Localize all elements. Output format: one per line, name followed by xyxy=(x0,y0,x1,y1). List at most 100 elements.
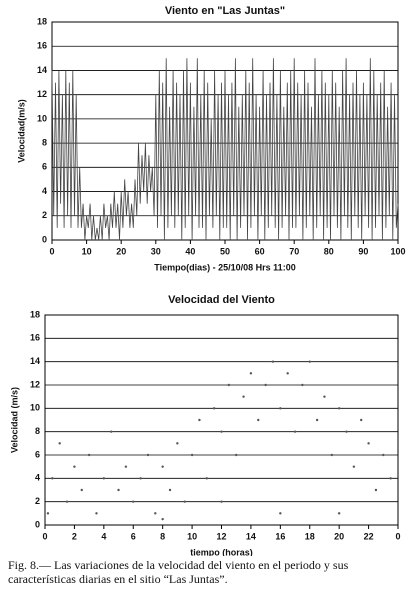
scatter-point xyxy=(235,453,238,457)
scatter-point xyxy=(337,512,341,515)
x-tick-label: 50 xyxy=(220,246,230,256)
y-tick-label: 0 xyxy=(42,234,47,244)
x-tick-label: 12 xyxy=(216,531,226,541)
scatter-point xyxy=(249,372,253,375)
scatter-point xyxy=(139,477,142,480)
scatter-point xyxy=(308,360,311,363)
scatter-point xyxy=(315,418,319,422)
y-tick-label: 8 xyxy=(42,137,47,147)
y-tick-label: 2 xyxy=(35,496,40,506)
x-tick-label: 16 xyxy=(275,531,285,541)
x-tick-label: 20 xyxy=(116,246,126,256)
scatter-point xyxy=(345,430,348,433)
scatter-point xyxy=(323,395,326,398)
x-tick-label: 6 xyxy=(131,531,136,541)
scatter-point xyxy=(154,512,157,515)
x-tick-label: 70 xyxy=(289,246,299,256)
x-tick-label: 0 xyxy=(395,531,400,541)
x-tick-label: 4 xyxy=(101,531,106,541)
y-tick-label: 6 xyxy=(35,449,40,459)
scatter-point xyxy=(58,442,61,445)
x-tick-label: 0 xyxy=(49,246,54,256)
x-tick-label: 0 xyxy=(42,531,47,541)
y-tick-label: 4 xyxy=(42,186,47,196)
scatter-point xyxy=(279,512,282,515)
scatter-point xyxy=(374,488,378,492)
y-tick-label: 12 xyxy=(30,379,40,389)
scatter-point xyxy=(286,372,289,375)
x-tick-label: 8 xyxy=(160,531,165,541)
scatter-point xyxy=(367,442,370,445)
y-axis-label: Velocidad (m/s) xyxy=(9,387,19,453)
scatter-point xyxy=(330,453,334,457)
line-series xyxy=(51,58,399,241)
x-tick-label: 22 xyxy=(364,531,374,541)
x-tick-label: 10 xyxy=(187,531,197,541)
y-tick-label: 16 xyxy=(37,41,47,51)
scatter-point xyxy=(102,477,106,480)
y-tick-label: 10 xyxy=(30,403,40,413)
x-tick-label: 18 xyxy=(305,531,315,541)
caption: Fig. 8.— Las variaciones de la velocidad… xyxy=(8,558,349,586)
y-axis-label: Velocidad(m/s) xyxy=(16,99,26,163)
page: Viento en "Las Juntas" Tiempo(dias) - 25/… xyxy=(8,4,406,586)
y-tick-label: 12 xyxy=(37,89,47,99)
scatter-point xyxy=(95,512,98,515)
chart-title: Viento en "Las Juntas" xyxy=(165,5,285,17)
scatter-point xyxy=(132,500,135,503)
x-tick-label: 20 xyxy=(334,531,344,541)
scatter-point xyxy=(51,477,54,480)
x-tick-label: 14 xyxy=(246,531,256,541)
y-tick-label: 18 xyxy=(30,309,40,319)
scatter-point xyxy=(190,453,194,457)
y-tick-label: 18 xyxy=(37,16,47,26)
scatter-point xyxy=(271,360,275,363)
y-tick-label: 4 xyxy=(35,473,40,483)
scatter-point xyxy=(73,465,76,468)
scatter-point xyxy=(389,477,392,480)
scatter-point xyxy=(382,453,385,457)
scatter-point xyxy=(293,430,297,433)
x-tick-label: 80 xyxy=(324,246,334,256)
scatter-point xyxy=(257,418,260,422)
scatter-point xyxy=(146,453,150,457)
scatter-point xyxy=(205,477,208,480)
y-tick-label: 2 xyxy=(42,210,47,220)
scatter-point xyxy=(301,383,304,387)
scatter-point xyxy=(46,512,50,515)
x-tick-label: 10 xyxy=(82,246,92,256)
scatter-point xyxy=(264,383,267,387)
scatter-point xyxy=(161,517,164,521)
plot-frame xyxy=(44,314,399,526)
x-axis-label: Tiempo(dias) - 25/10/08 Hrs 11:00 xyxy=(154,262,295,272)
scatter-point xyxy=(124,465,128,468)
y-tick-label: 0 xyxy=(35,519,40,529)
y-tick-label: 14 xyxy=(30,356,40,366)
scatter-point xyxy=(87,453,91,457)
scatter-point xyxy=(212,407,216,410)
scatter-point xyxy=(109,430,113,433)
y-tick-label: 16 xyxy=(30,333,40,343)
x-tick-label: 40 xyxy=(185,246,195,256)
scatter-point xyxy=(183,500,186,503)
x-tick-label: 30 xyxy=(151,246,161,256)
x-tick-label: 60 xyxy=(255,246,265,256)
y-tick-label: 14 xyxy=(37,65,47,75)
x-tick-label: 90 xyxy=(358,246,368,256)
scatter-point xyxy=(80,488,83,492)
x-tick-label: 2 xyxy=(72,531,77,541)
x-axis-label: tiempo (horas) xyxy=(190,547,253,556)
scatter-point xyxy=(161,465,164,468)
scatter-point xyxy=(220,500,223,503)
scatter-point xyxy=(242,395,245,398)
scatter-point xyxy=(279,407,282,410)
figure: Viento en "Las Juntas" Tiempo(dias) - 25/… xyxy=(9,5,405,557)
scatter-point xyxy=(227,383,231,387)
scatter-point xyxy=(176,442,179,445)
y-tick-label: 8 xyxy=(35,426,40,436)
chart-title: Velocidad del Viento xyxy=(168,294,275,306)
scatter-point xyxy=(168,488,172,492)
scatter-point xyxy=(220,430,223,433)
y-tick-label: 6 xyxy=(42,162,47,172)
plot-frame xyxy=(51,21,399,241)
